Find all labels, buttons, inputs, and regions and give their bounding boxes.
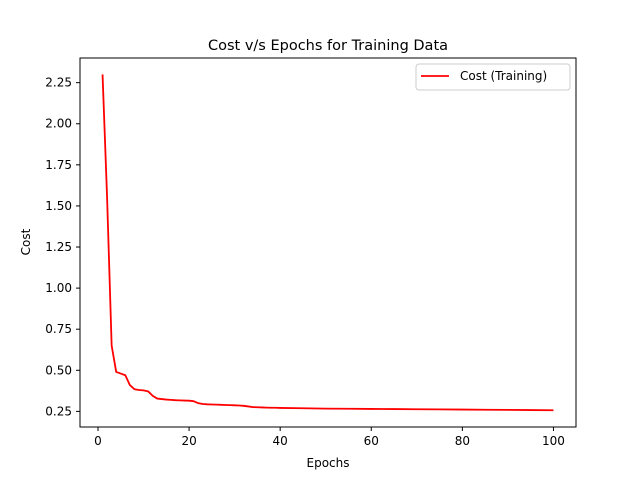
series-line-0 xyxy=(101,74,554,412)
chart-title: Cost v/s Epochs for Training Data xyxy=(208,38,448,54)
ticks: 0 20 40 60 80 100 0.25 0.50 0.75 1.00 1.25 1.50 1.75… xyxy=(45,76,565,448)
y-tick-label: 0.75 xyxy=(45,322,72,336)
x-tick-label: 0 xyxy=(94,434,102,448)
y-tick-label: 1.75 xyxy=(45,158,72,172)
plot-area xyxy=(101,74,554,412)
y-tick-label: 0.25 xyxy=(45,404,72,418)
x-axis-title: Epochs xyxy=(307,456,350,470)
legend: Cost (Training) xyxy=(415,63,571,91)
legend-label: Cost (Training) xyxy=(460,69,547,83)
y-tick-label: 0.50 xyxy=(45,363,72,377)
x-tick-label: 80 xyxy=(455,434,470,448)
x-tick-label: 40 xyxy=(273,434,288,448)
x-tick-label: 60 xyxy=(364,434,379,448)
x-tick-label: 100 xyxy=(542,434,565,448)
x-tick-label: 20 xyxy=(181,434,196,448)
y-tick-label: 1.25 xyxy=(45,240,72,254)
y-axis-title: Cost xyxy=(19,228,33,255)
y-tick-label: 1.50 xyxy=(45,199,72,213)
axes-frame xyxy=(79,57,577,428)
y-tick-label: 2.25 xyxy=(45,76,72,90)
y-tick-label: 1.00 xyxy=(45,281,72,295)
legend-box xyxy=(415,63,571,91)
y-tick-label: 2.00 xyxy=(45,117,72,131)
